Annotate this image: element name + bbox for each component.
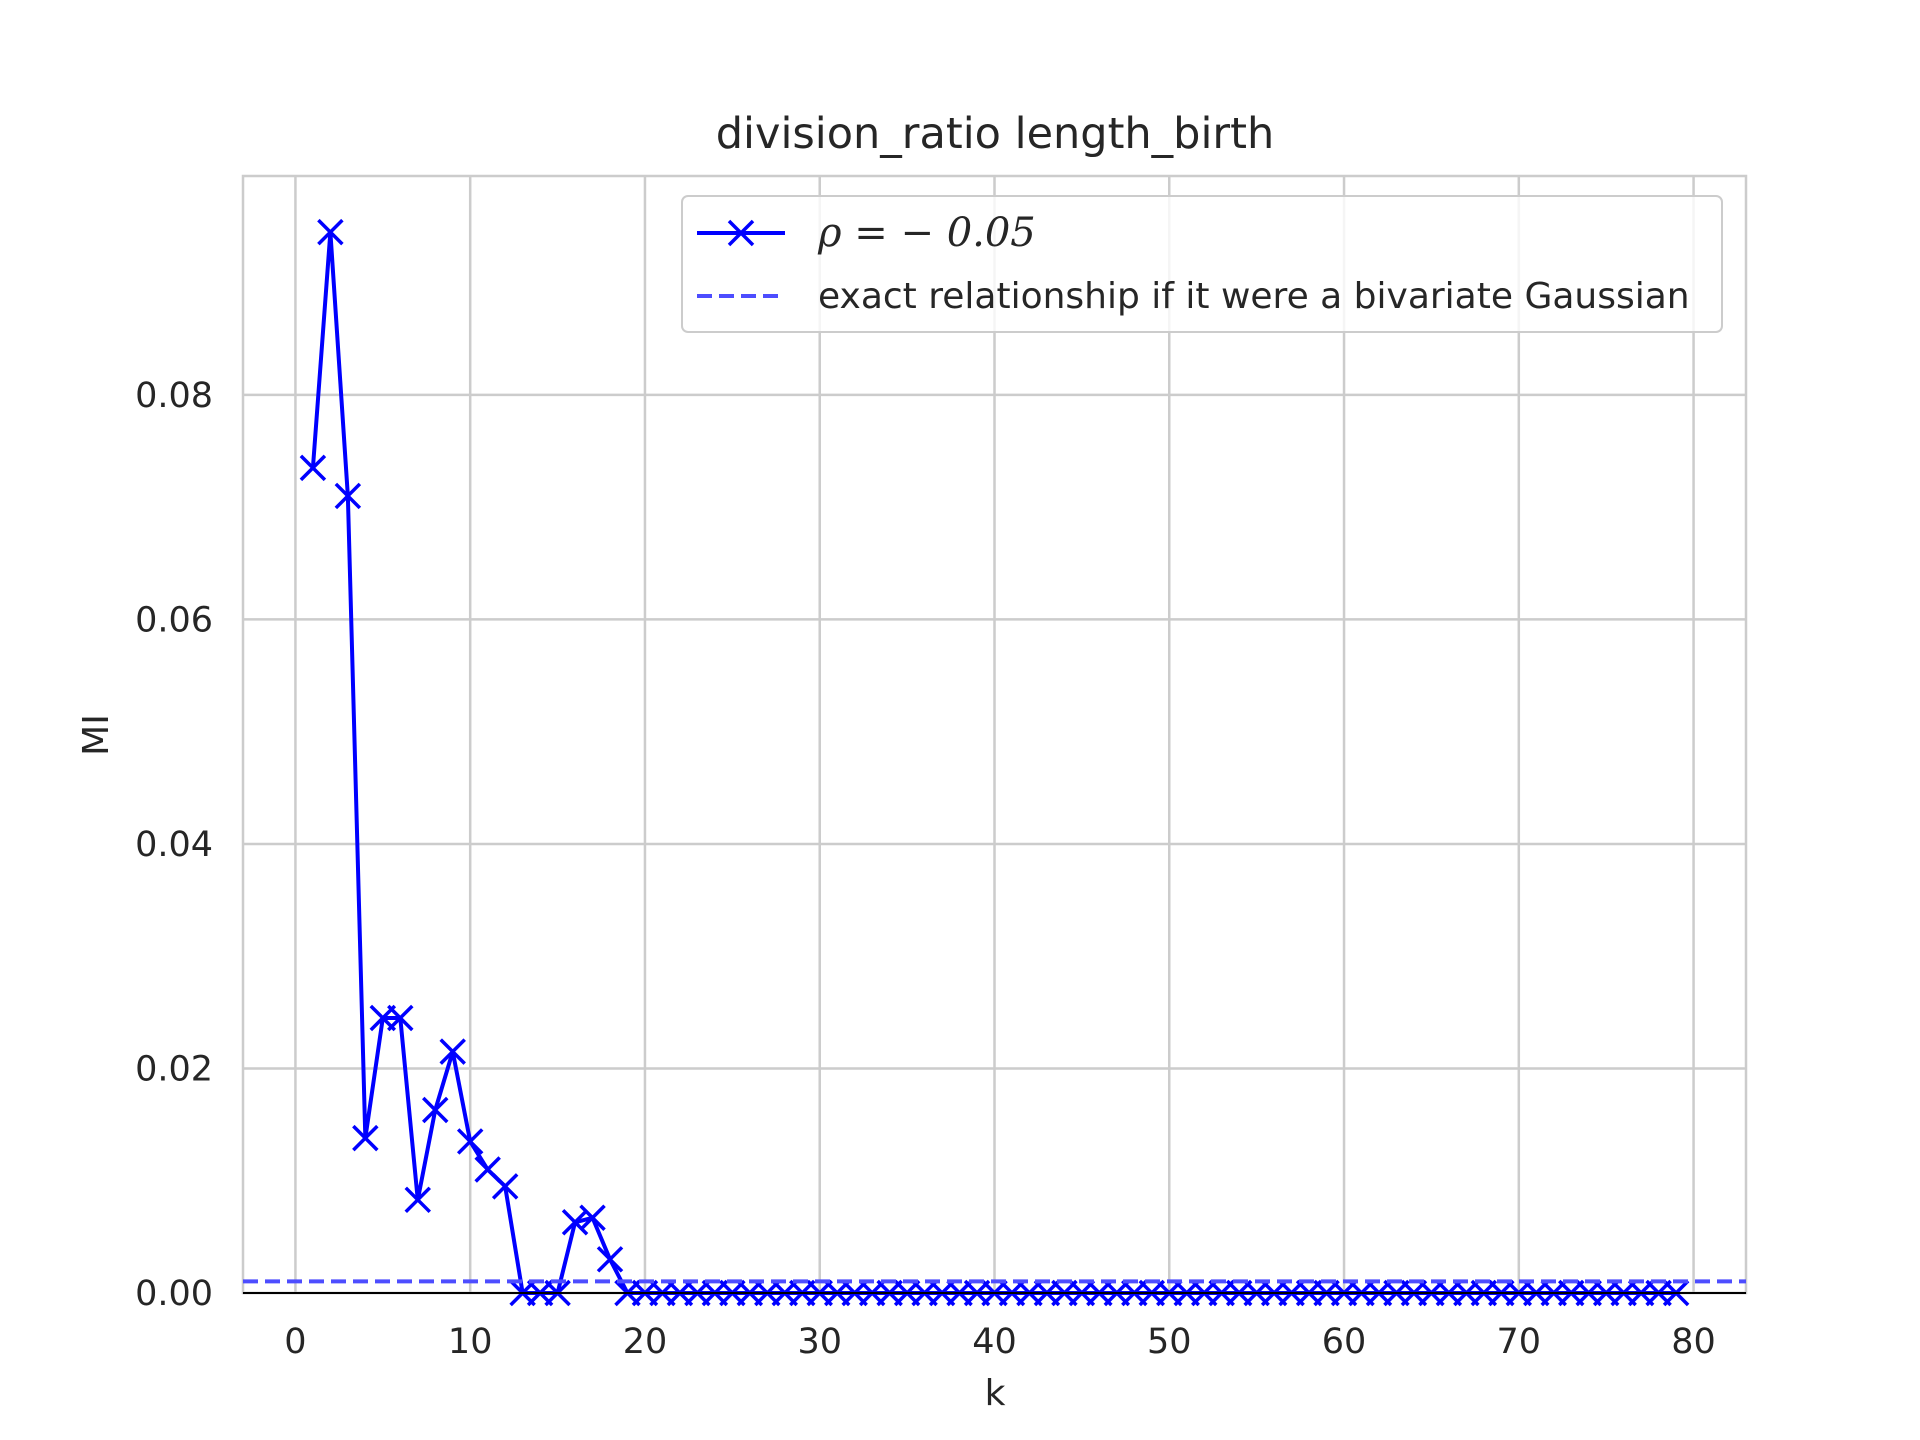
x-axis-label: k: [985, 1373, 1006, 1414]
series-0-point: [352, 1124, 379, 1152]
legend-marker-series-0: [727, 219, 755, 247]
series-0-point: [579, 1204, 606, 1232]
y-tick-label: 0.06: [135, 600, 213, 640]
y-tick-label: 0.08: [135, 376, 213, 416]
series-0-point: [404, 1186, 432, 1214]
series-0-point: [299, 454, 327, 482]
x-tick-label: 80: [1671, 1322, 1716, 1362]
legend-label-series-0: ρ = − 0.05: [817, 210, 1036, 256]
x-tick-label: 30: [797, 1322, 842, 1362]
series-0-point: [439, 1038, 466, 1065]
legend: ρ = − 0.05 exact relationship if it were…: [681, 195, 1723, 333]
series-0-point: [456, 1128, 484, 1155]
x-tick-label: 40: [972, 1322, 1017, 1362]
grid: [243, 176, 1746, 1295]
y-ticks: 0.00 0.02 0.04 0.06 0.08: [135, 376, 213, 1314]
x-ticks: 0 10 20 30 40 50 60 70 80: [284, 1322, 1716, 1362]
x-tick-label: 50: [1147, 1322, 1192, 1362]
x-tick-label: 20: [623, 1322, 668, 1362]
chart-title: division_ratio length_birth: [716, 109, 1274, 159]
x-tick-label: 70: [1497, 1322, 1542, 1362]
x-tick-label: 10: [448, 1322, 493, 1362]
series-0-point: [317, 218, 344, 246]
series-0-point: [422, 1096, 449, 1124]
legend-box: [681, 195, 1723, 333]
series-0-point: [387, 1004, 414, 1032]
y-tick-label: 0.02: [135, 1049, 213, 1089]
y-tick-label: 0.00: [135, 1274, 213, 1314]
series-0-point: [596, 1246, 624, 1273]
series-0-point: [491, 1173, 519, 1200]
legend-label-series-1: exact relationship if it were a bivariat…: [818, 276, 1690, 317]
y-tick-label: 0.04: [135, 825, 213, 865]
series-0-point: [334, 482, 362, 510]
x-tick-label: 0: [284, 1322, 306, 1362]
series-0-point: [561, 1209, 589, 1236]
y-axis-label: MI: [76, 714, 117, 756]
x-tick-label: 60: [1322, 1322, 1367, 1362]
